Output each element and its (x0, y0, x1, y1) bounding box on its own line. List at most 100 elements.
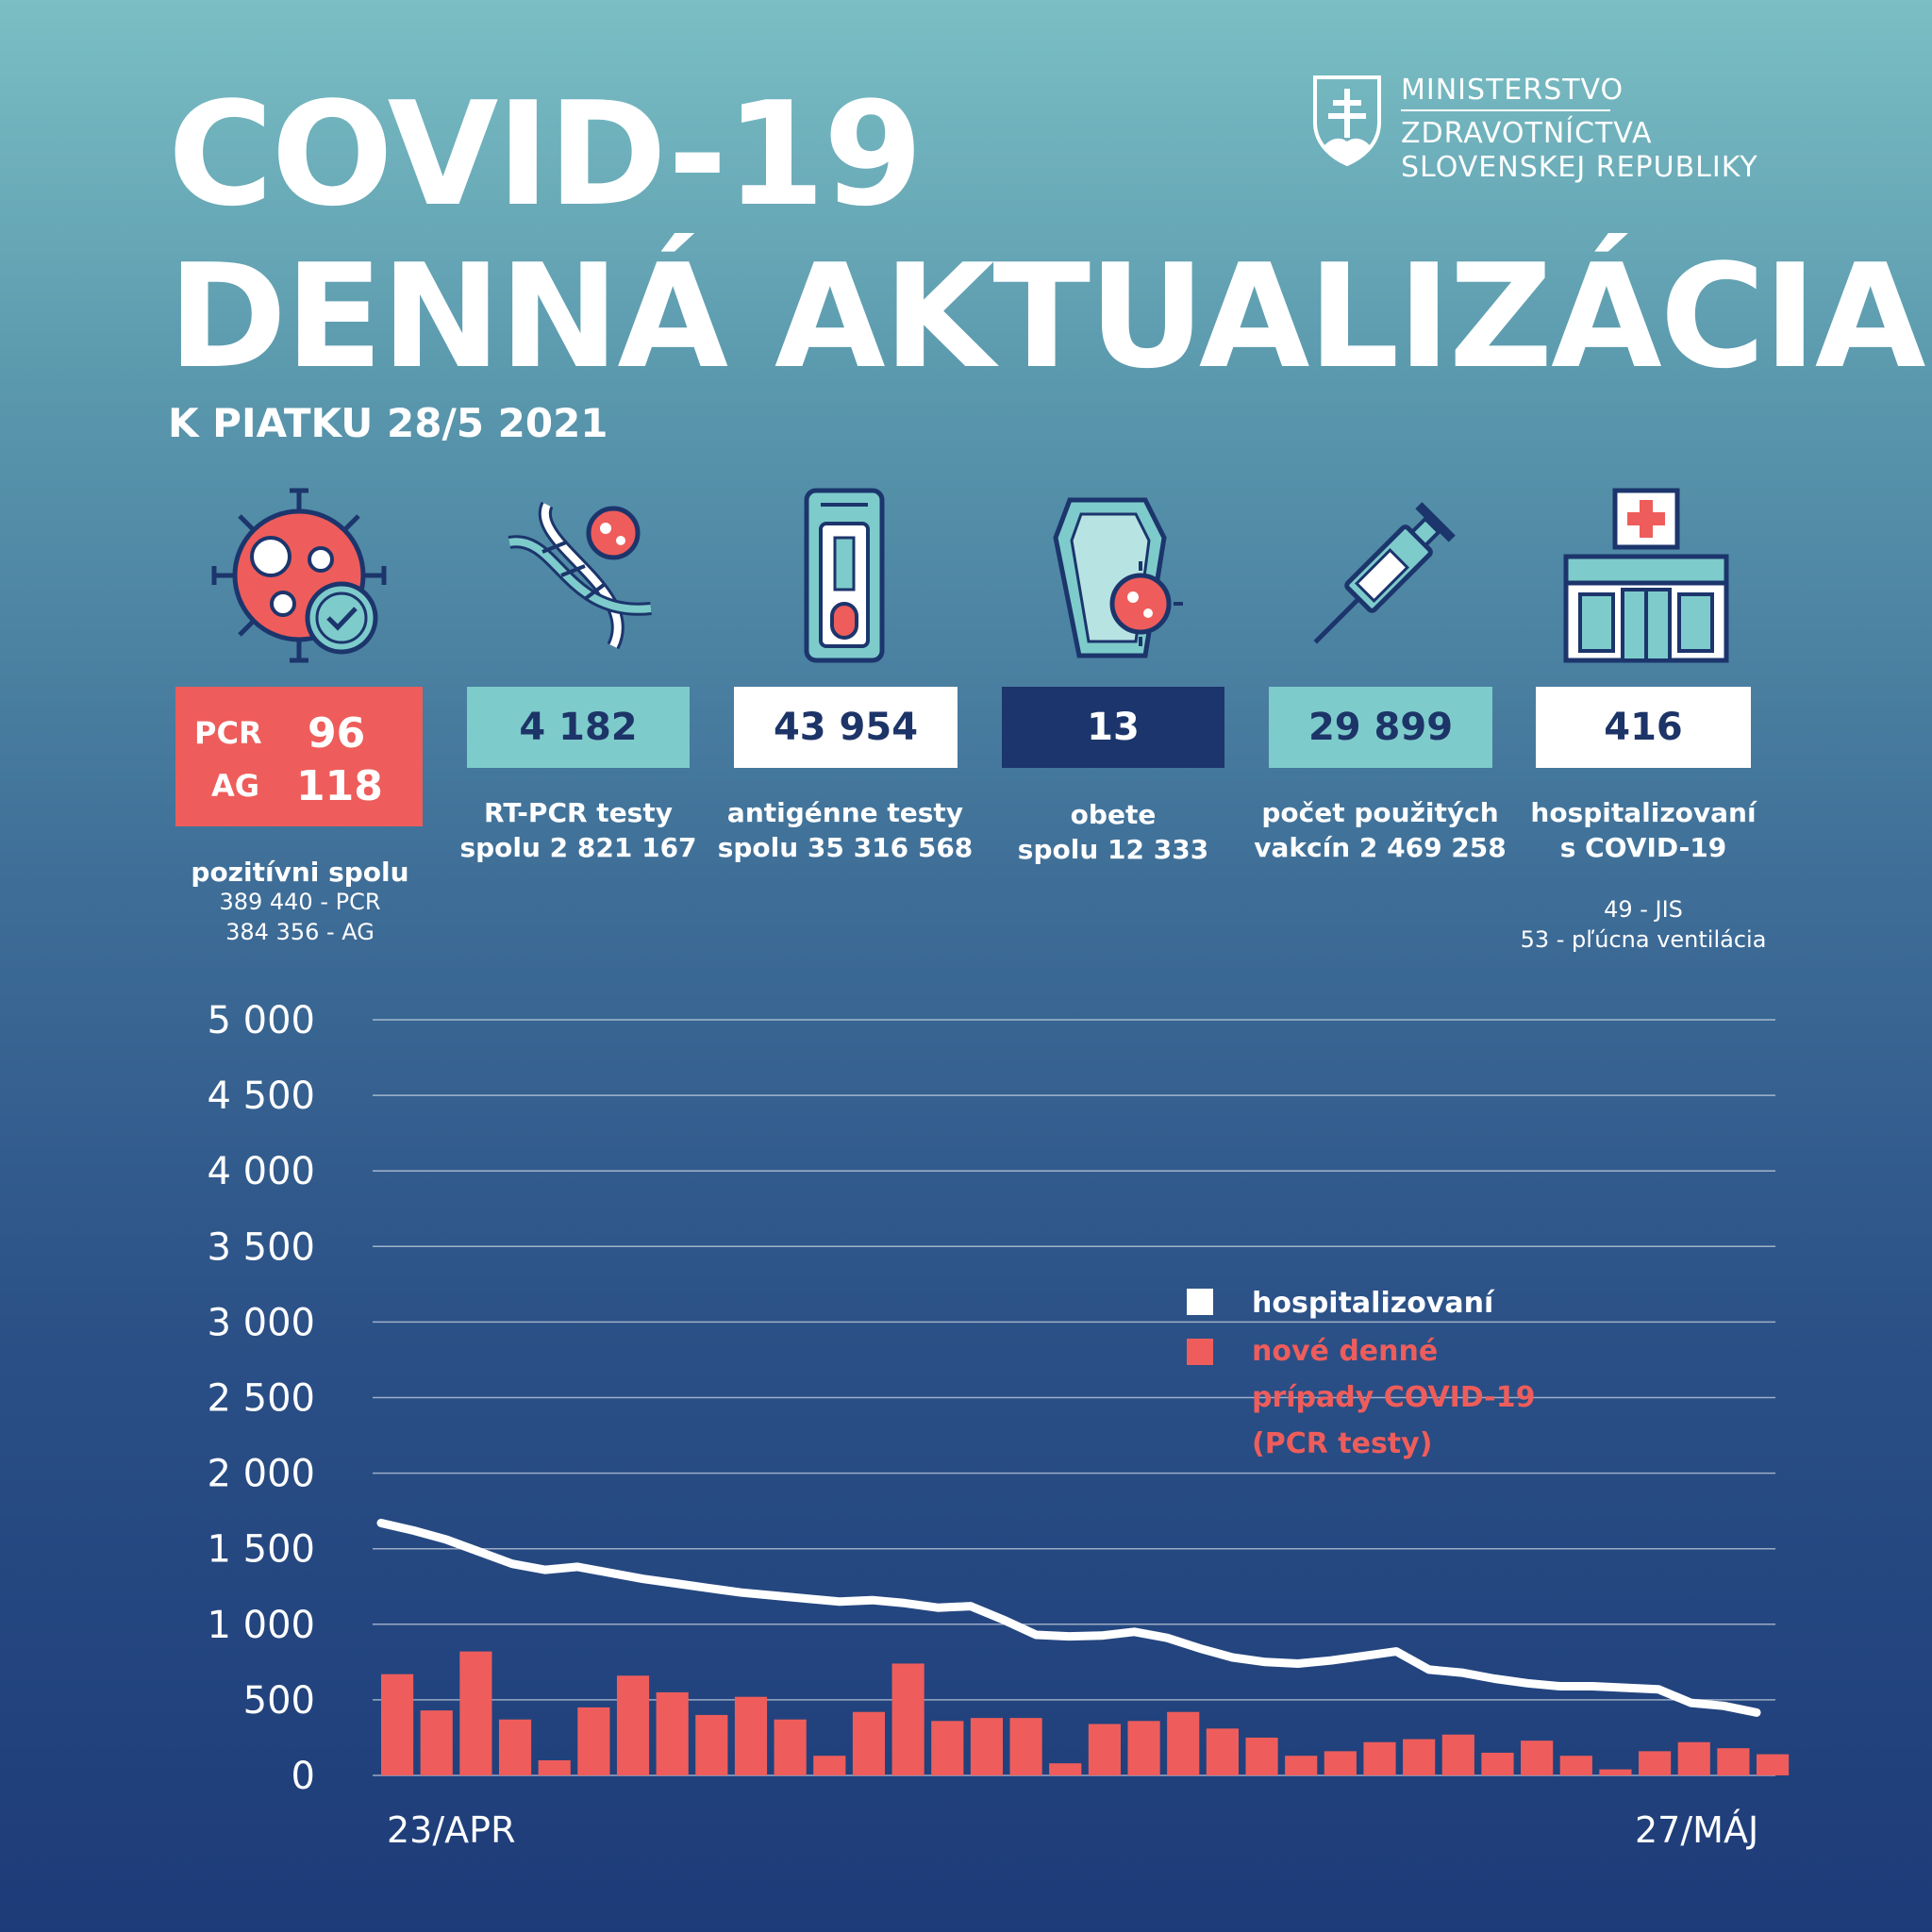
y-tick-label: 1 500 (207, 1528, 315, 1572)
report-date: K PIATKU 28/5 2021 (168, 400, 608, 446)
title-line-2: DENNÁ AKTUALIZÁCIA (168, 233, 1925, 400)
y-tick-label: 3 500 (207, 1225, 315, 1269)
ministry-divider (1401, 109, 1610, 111)
virus-check-icon (211, 488, 387, 663)
y-tick-label: 0 (291, 1755, 315, 1798)
case-bar (1049, 1763, 1082, 1775)
y-tick-label: 5 000 (207, 999, 315, 1042)
positive-detail-pcr: 389 440 - PCR (219, 889, 381, 915)
case-bar (577, 1707, 610, 1775)
legend-label-cases-1: nové denné (1252, 1335, 1438, 1368)
vaccines-caption-2: vakcín 2 469 258 (1254, 832, 1507, 863)
ministry-logo: MINISTERSTVO ZDRAVOTNÍCTVA SLOVENSKEJ RE… (1311, 74, 1802, 184)
rapid-test-icon (804, 488, 885, 663)
rtpcr-box: 4 182 (467, 687, 690, 768)
rtpcr-caption-1: RT-PCR testy (484, 797, 673, 828)
y-tick-label: 4 000 (207, 1150, 315, 1193)
case-bar (1677, 1741, 1710, 1775)
antigen-caption-2: spolu 35 316 568 (717, 832, 974, 863)
case-bar (420, 1710, 453, 1775)
hospitalized-line (376, 1519, 1761, 1717)
y-tick-label: 500 (243, 1679, 315, 1723)
case-bar (1127, 1721, 1160, 1775)
y-tick-label: 2 500 (207, 1377, 315, 1421)
case-bar (1521, 1740, 1554, 1775)
case-bar (1481, 1752, 1514, 1775)
legend-label-cases-3: (PCR testy) (1252, 1427, 1432, 1460)
pcr-value: 96 (308, 709, 366, 758)
case-bar (1639, 1751, 1672, 1775)
positive-caption: pozitívni spolu (191, 857, 409, 888)
title-line-1: COVID-19 (168, 71, 923, 238)
case-bar (1363, 1741, 1396, 1775)
ministry-line-1: MINISTERSTVO (1401, 74, 1624, 107)
chart-grid (373, 1019, 1775, 1776)
legend-label-cases-2: prípady COVID-19 (1252, 1381, 1536, 1414)
case-bar (852, 1711, 886, 1775)
pcr-label: PCR (194, 715, 262, 751)
covid-trend-chart: 5 000 4 500 4 000 3 500 3 000 2 500 2 000 1 500… (207, 999, 1790, 1851)
legend-label-hospitalized: hospitalizovaní (1252, 1287, 1495, 1320)
dna-virus-icon (508, 501, 652, 650)
y-axis: 5 000 4 500 4 000 3 500 3 000 2 500 2 000 1 500… (207, 999, 315, 1798)
case-bar (1324, 1751, 1357, 1775)
ag-label: AG (211, 768, 260, 804)
case-bar (1441, 1734, 1474, 1775)
hospital-caption-2: s COVID-19 (1559, 832, 1727, 863)
case-bar (1717, 1748, 1750, 1775)
positive-box: PCR 96 AG 118 (175, 687, 423, 826)
x-start-label: 23/APR (387, 1809, 515, 1851)
ministry-line-2: ZDRAVOTNÍCTVA (1401, 117, 1653, 150)
case-bar (538, 1759, 571, 1775)
antigen-box: 43 954 (734, 687, 958, 768)
hospital-detail-jis: 49 - JIS (1604, 896, 1683, 923)
case-bar (734, 1696, 768, 1775)
y-tick-label: 2 000 (207, 1453, 315, 1496)
hospitalized-line-group (376, 1519, 1761, 1717)
case-bar (656, 1691, 689, 1775)
case-bar (1088, 1724, 1121, 1775)
legend-swatch-hospitalized (1187, 1289, 1213, 1315)
case-bar (1403, 1739, 1436, 1775)
syringe-icon (1313, 502, 1456, 644)
case-bar (1009, 1718, 1042, 1775)
vaccines-box: 29 899 (1269, 687, 1492, 768)
rtpcr-caption-2: spolu 2 821 167 (459, 832, 697, 863)
case-bar (813, 1756, 846, 1775)
case-bar (970, 1718, 1004, 1775)
case-bar (616, 1675, 650, 1775)
case-bars (381, 1651, 1790, 1775)
case-bar (695, 1714, 728, 1775)
x-end-label: 27/MÁJ (1635, 1809, 1758, 1851)
case-bar (1206, 1728, 1239, 1775)
deaths-box: 13 (1002, 687, 1224, 768)
legend-swatch-cases (1187, 1339, 1213, 1365)
hospital-caption-1: hospitalizovaní (1530, 797, 1757, 828)
hospital-icon (1563, 488, 1729, 663)
ministry-line-3: SLOVENSKEJ REPUBLIKY (1401, 151, 1758, 184)
case-bar (1167, 1711, 1200, 1775)
y-tick-label: 1 000 (207, 1604, 315, 1647)
deaths-caption-2: spolu 12 333 (1017, 834, 1209, 865)
case-bar (891, 1663, 924, 1775)
deaths-caption-1: obete (1070, 799, 1157, 830)
case-bar (498, 1719, 532, 1775)
slovak-crest-icon (1313, 75, 1381, 166)
case-bar (381, 1674, 414, 1775)
y-tick-label: 3 000 (207, 1301, 315, 1344)
vaccines-caption-1: počet použitých (1261, 797, 1499, 828)
coffin-virus-icon (1053, 497, 1183, 658)
case-bar (1285, 1756, 1318, 1775)
hospital-detail-ventilation: 53 - pľúcna ventilácia (1520, 926, 1767, 953)
chart-legend: hospitalizovaní nové denné prípady COVID… (1187, 1287, 1536, 1460)
hospital-box: 416 (1536, 687, 1751, 768)
y-tick-label: 4 500 (207, 1074, 315, 1118)
case-bar (774, 1719, 807, 1775)
case-bar (1757, 1754, 1790, 1775)
case-bar (1599, 1769, 1632, 1775)
case-bar (459, 1651, 492, 1775)
positive-detail-ag: 384 356 - AG (225, 919, 375, 945)
case-bar (1559, 1756, 1592, 1775)
case-bar (1245, 1737, 1278, 1775)
